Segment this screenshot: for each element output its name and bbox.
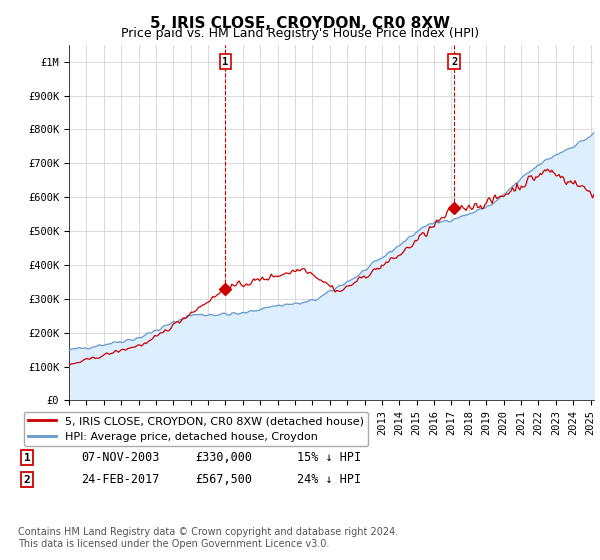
Text: 24% ↓ HPI: 24% ↓ HPI bbox=[297, 473, 361, 487]
Text: 5, IRIS CLOSE, CROYDON, CR0 8XW: 5, IRIS CLOSE, CROYDON, CR0 8XW bbox=[150, 16, 450, 31]
Text: 1: 1 bbox=[23, 452, 31, 463]
Legend: 5, IRIS CLOSE, CROYDON, CR0 8XW (detached house), HPI: Average price, detached h: 5, IRIS CLOSE, CROYDON, CR0 8XW (detache… bbox=[23, 412, 368, 446]
Text: 2: 2 bbox=[451, 57, 457, 67]
Text: Price paid vs. HM Land Registry's House Price Index (HPI): Price paid vs. HM Land Registry's House … bbox=[121, 27, 479, 40]
Text: 07-NOV-2003: 07-NOV-2003 bbox=[81, 451, 160, 464]
Text: 24-FEB-2017: 24-FEB-2017 bbox=[81, 473, 160, 487]
Text: 2: 2 bbox=[23, 475, 31, 485]
Text: 1: 1 bbox=[223, 57, 229, 67]
Text: £330,000: £330,000 bbox=[195, 451, 252, 464]
Text: 15% ↓ HPI: 15% ↓ HPI bbox=[297, 451, 361, 464]
Text: Contains HM Land Registry data © Crown copyright and database right 2024.
This d: Contains HM Land Registry data © Crown c… bbox=[18, 527, 398, 549]
Text: £567,500: £567,500 bbox=[195, 473, 252, 487]
